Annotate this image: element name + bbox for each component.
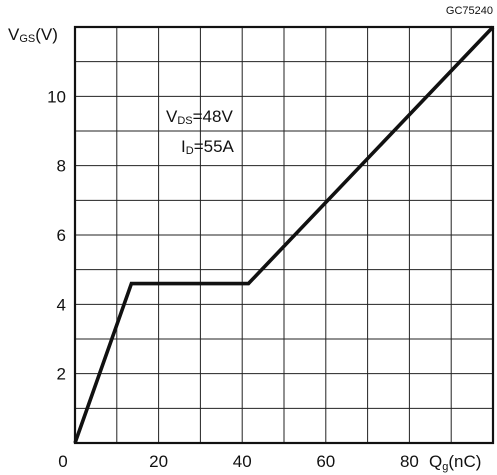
- annotation-vds-sub: DS: [177, 115, 192, 127]
- y-tick-label: 6: [57, 226, 66, 245]
- x-tick-label: 20: [149, 452, 168, 471]
- x-tick-label: 60: [316, 452, 335, 471]
- y-tick-label: 2: [57, 365, 66, 384]
- figure-code: GC75240: [446, 5, 493, 17]
- annotation-vds-value: =48V: [193, 107, 234, 126]
- x-axis-label-unit: (nC): [448, 452, 481, 471]
- y-axis-label-main: V: [8, 25, 20, 44]
- annotation-id-sub: D: [186, 145, 194, 157]
- x-axis-label-sub: g: [442, 461, 448, 473]
- x-tick-label: 40: [233, 452, 252, 471]
- y-axis-label-sub: GS: [19, 33, 35, 45]
- series-layer: [73, 25, 495, 444]
- x-axis-label-main: Q: [429, 452, 442, 471]
- annotation-vds: VDS=48V: [166, 107, 233, 127]
- annotation-id-main: I: [181, 137, 186, 156]
- x-tick-label: 0: [58, 452, 67, 471]
- x-tick-label: 80: [400, 452, 419, 471]
- annotation-id-value: =55A: [194, 137, 235, 156]
- tick-labels: 0 20 40 60 80 2 4 6 8 10: [47, 87, 419, 471]
- plot-frame: [73, 25, 495, 445]
- y-axis-label: VGS(V): [8, 25, 58, 45]
- grid: [75, 27, 493, 443]
- y-tick-label: 10: [47, 87, 66, 106]
- y-axis-label-unit: (V): [35, 25, 58, 44]
- y-tick-label: 8: [57, 157, 66, 176]
- series-line: [73, 25, 495, 444]
- y-tick-label: 4: [57, 295, 66, 314]
- annotation-vds-main: V: [166, 107, 178, 126]
- x-axis-label: Qg(nC): [429, 452, 481, 473]
- annotation-id: ID=55A: [181, 137, 235, 157]
